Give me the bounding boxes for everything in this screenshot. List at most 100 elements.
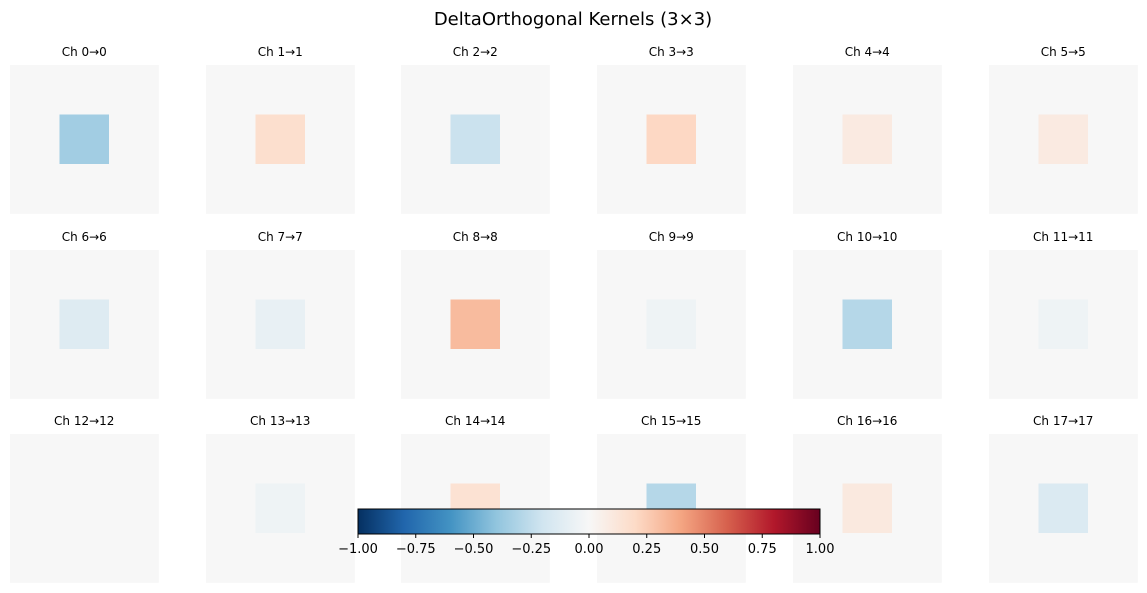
kernel-panel-title: Ch 3→3	[649, 45, 694, 59]
kernel-cell	[59, 349, 110, 399]
kernel-panel: Ch 9→9	[597, 230, 746, 399]
kernel-cell	[989, 299, 1039, 350]
kernel-cell	[1088, 533, 1138, 583]
kernel-cell	[305, 483, 355, 534]
kernel-cell	[305, 434, 355, 484]
kernel-center-cell	[255, 114, 306, 165]
kernel-center-cell	[59, 114, 110, 165]
kernel-cell	[646, 164, 697, 214]
kernel-panel: Ch 5→5	[989, 45, 1138, 214]
kernel-panel: Ch 15→15	[597, 414, 746, 583]
kernel-cell	[109, 434, 159, 484]
colorbar-tick-label: −1.00	[338, 542, 378, 557]
kernel-center-cell	[1038, 483, 1089, 534]
kernel-panel: Ch 6→6	[10, 230, 159, 399]
kernel-panel-title: Ch 13→13	[250, 414, 310, 428]
kernel-cell	[597, 533, 647, 583]
kernel-cell	[793, 299, 843, 350]
kernel-cell	[10, 114, 60, 165]
kernel-center-cell	[1038, 299, 1089, 350]
kernel-panel: Ch 11→11	[989, 230, 1138, 399]
kernel-center-cell	[646, 299, 697, 350]
kernel-cell	[206, 483, 256, 534]
kernel-cell	[696, 250, 746, 300]
kernel-cell	[646, 65, 697, 115]
kernel-cell	[989, 349, 1039, 399]
kernel-panel: Ch 2→2	[401, 45, 550, 214]
kernel-cell	[109, 250, 159, 300]
kernel-panel-title: Ch 11→11	[1033, 230, 1093, 244]
kernel-cell	[109, 164, 159, 214]
kernel-center-cell	[1038, 114, 1089, 165]
kernel-center-cell	[255, 483, 306, 534]
kernel-cell	[597, 349, 647, 399]
colorbar: −1.00 −0.75 −0.50 −0.25 0.00 0.25 0.50 0.75 1.00	[338, 508, 834, 557]
kernel-cell	[401, 533, 451, 583]
kernel-center-cell	[450, 299, 501, 350]
kernel-cell	[1038, 349, 1089, 399]
kernel-cell	[892, 349, 942, 399]
kernel-cell	[793, 250, 843, 300]
kernel-cell	[842, 533, 893, 583]
kernel-cell	[892, 250, 942, 300]
kernel-panel: Ch 8→8	[401, 230, 550, 399]
kernel-cell	[305, 533, 355, 583]
kernel-cell	[500, 114, 550, 165]
kernel-cell	[842, 164, 893, 214]
kernel-cell	[305, 299, 355, 350]
kernel-cell	[892, 533, 942, 583]
kernel-cell	[255, 533, 306, 583]
kernel-cell	[10, 299, 60, 350]
kernel-center-cell	[646, 114, 697, 165]
colorbar-tick-label: 1.00	[806, 542, 835, 557]
kernel-cell	[793, 434, 843, 484]
colorbar-tick-label: −0.25	[511, 542, 551, 557]
kernel-cell	[206, 114, 256, 165]
kernel-cell	[892, 299, 942, 350]
kernel-cell	[696, 349, 746, 399]
kernel-cell	[10, 434, 60, 484]
kernel-cell	[401, 349, 451, 399]
kernel-panels: Ch 0→0 Ch 1→1 Ch 2→2 Ch 3→3 Ch 4→4 Ch 5→5 Ch 6…	[10, 45, 1138, 583]
kernel-cell	[500, 250, 550, 300]
kernel-panel-title: Ch 5→5	[1041, 45, 1086, 59]
kernel-cell	[696, 434, 746, 484]
kernel-cell	[989, 65, 1039, 115]
kernel-cell	[10, 65, 60, 115]
kernel-cell	[1088, 164, 1138, 214]
kernel-cell	[401, 250, 451, 300]
kernel-cell	[255, 250, 306, 300]
kernel-cell	[206, 164, 256, 214]
kernel-cell	[401, 434, 451, 484]
kernel-center-cell	[59, 299, 110, 350]
kernel-panel-title: Ch 15→15	[641, 414, 701, 428]
kernel-cell	[206, 65, 256, 115]
kernel-cell	[450, 434, 501, 484]
kernel-panel: Ch 17→17	[989, 414, 1138, 583]
kernel-cell	[500, 164, 550, 214]
kernel-cell	[892, 483, 942, 534]
kernel-cell	[989, 434, 1039, 484]
kernel-cell	[109, 299, 159, 350]
colorbar-ticks: −1.00 −0.75 −0.50 −0.25 0.00 0.25 0.50 0.75 1.00	[338, 534, 834, 557]
kernel-cell	[305, 164, 355, 214]
kernel-cell	[255, 349, 306, 399]
kernel-panel-title: Ch 6→6	[62, 230, 107, 244]
kernel-center-cell	[255, 299, 306, 350]
kernel-cell	[10, 349, 60, 399]
chart-title: DeltaOrthogonal Kernels (3×3)	[434, 9, 712, 30]
kernel-cell	[500, 349, 550, 399]
colorbar-tick-label: −0.75	[396, 542, 436, 557]
kernel-cell	[500, 434, 550, 484]
kernel-cell	[892, 65, 942, 115]
kernel-panel-title: Ch 4→4	[845, 45, 890, 59]
kernel-cell	[989, 483, 1039, 534]
kernel-cell	[597, 299, 647, 350]
kernel-cell	[1038, 533, 1089, 583]
kernel-cell	[597, 65, 647, 115]
kernel-cell	[646, 349, 697, 399]
kernel-cell	[696, 65, 746, 115]
kernel-panel: Ch 16→16	[793, 414, 942, 583]
kernel-center-cell	[842, 483, 893, 534]
